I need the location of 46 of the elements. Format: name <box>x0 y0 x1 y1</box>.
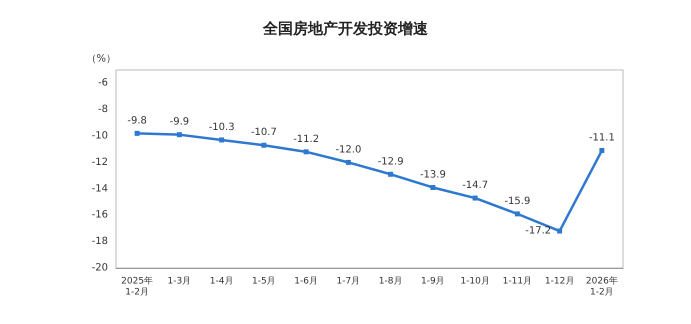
point <box>388 172 394 177</box>
point <box>261 142 266 148</box>
point <box>599 148 604 154</box>
data-label: -11.1 <box>588 132 615 144</box>
x-tick-label: 1-4月 <box>210 276 234 286</box>
chart-title: 全国房地产开发投资增速 <box>262 20 429 38</box>
data-label: -12.0 <box>335 144 362 156</box>
point <box>219 137 224 142</box>
point <box>472 196 478 201</box>
x-tick-label: 1-12月 <box>544 276 574 286</box>
y-axis-title: （%） <box>86 54 116 64</box>
point <box>176 132 182 138</box>
y-tick-label: -10 <box>92 130 108 142</box>
point <box>514 211 520 216</box>
x-tick-label: 1-3月 <box>168 276 192 286</box>
x-tick-label: 1-9月 <box>421 276 445 286</box>
data-label: -11.2 <box>293 134 320 145</box>
y-tick-label: -8 <box>98 104 108 116</box>
y-tick-label: -18 <box>92 236 108 248</box>
y-tick-label: -14 <box>92 183 108 194</box>
data-label: -10.7 <box>250 127 277 138</box>
x-tick-label: 1-8月 <box>378 276 402 286</box>
data-label: -14.7 <box>462 180 488 192</box>
x-tick-label: 2025年 1-2月 <box>121 276 154 298</box>
y-tick-label: -6 <box>98 78 108 89</box>
x-tick-label: 1-11月 <box>502 276 532 286</box>
data-label: -13.9 <box>420 169 446 180</box>
x-tick-label: 1-5月 <box>252 276 276 286</box>
point <box>557 228 562 234</box>
y-tick-label: -20 <box>92 262 108 274</box>
data-label: -10.3 <box>208 122 235 133</box>
x-tick-label: 1-6月 <box>294 276 318 286</box>
x-tick-label: 1-10月 <box>460 276 490 286</box>
x-tick-label: 1-7月 <box>336 276 360 286</box>
point <box>134 130 140 136</box>
y-tick-label: -12 <box>92 156 108 168</box>
data-label: -9.9 <box>170 116 190 128</box>
point <box>430 184 436 190</box>
point <box>346 160 351 165</box>
x-tick-label: 2026年 1-2月 <box>586 276 618 298</box>
data-label: -15.9 <box>504 196 530 207</box>
data-label: -9.8 <box>127 115 147 126</box>
data-label: -17.2 <box>525 226 552 237</box>
data-label: -12.9 <box>378 156 404 168</box>
point <box>304 149 309 154</box>
y-tick-label: -16 <box>92 210 108 221</box>
